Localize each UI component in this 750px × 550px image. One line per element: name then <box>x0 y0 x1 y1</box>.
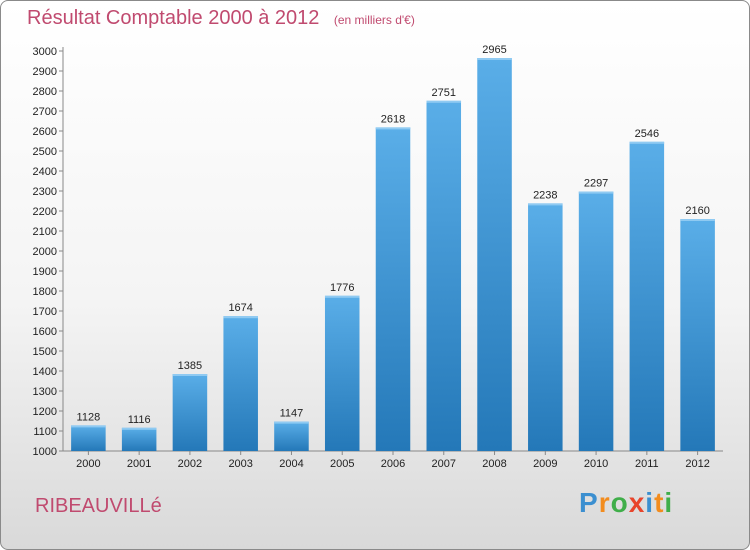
y-tick-label: 1700 <box>33 306 57 318</box>
bar-top-highlight <box>172 374 208 376</box>
value-label-2001: 1116 <box>128 414 151 426</box>
y-tick-label: 1800 <box>33 286 57 298</box>
bar-2007 <box>426 100 462 452</box>
title-block: Résultat Comptable 2000 à 2012 (en milli… <box>27 7 415 30</box>
logo-letter: i <box>664 487 674 518</box>
logo-letter: t <box>654 487 665 518</box>
logo-letter: x <box>628 487 646 518</box>
bar-2000 <box>71 425 106 451</box>
bar-2006 <box>375 127 411 452</box>
bar-2005 <box>324 295 360 451</box>
bars: 1128 1116 1385 1674 1147 1776 2618 2751 2965 2238… <box>71 44 715 452</box>
y-tick-label: 2800 <box>33 86 57 98</box>
bar-2002 <box>172 374 208 451</box>
y-tick-label: 2000 <box>33 246 57 258</box>
x-tick-label-2011: 2011 <box>635 458 659 470</box>
value-label-2000: 1128 <box>77 411 101 423</box>
x-tick-label-2005: 2005 <box>330 458 354 470</box>
y-tick-label: 2900 <box>33 66 57 78</box>
x-tick-label-2004: 2004 <box>279 458 303 470</box>
bar-top-highlight <box>426 100 462 103</box>
y-tick-label: 1400 <box>33 366 57 378</box>
bar-2009 <box>528 203 563 451</box>
x-axis: 2000 2001 2002 2003 2004 2005 2006 2007 2008 2009… <box>63 450 723 470</box>
value-label-2007: 2751 <box>432 87 456 99</box>
x-tick-label-2002: 2002 <box>178 458 202 470</box>
y-tick-label: 1600 <box>33 326 57 338</box>
bar-top-highlight <box>375 127 411 130</box>
x-tick-label-2000: 2000 <box>76 458 100 470</box>
y-tick-label: 2300 <box>33 186 57 198</box>
x-tick-label-2001: 2001 <box>127 458 151 470</box>
bar-top-highlight <box>528 203 563 206</box>
y-tick-label: 2400 <box>33 166 57 178</box>
value-label-2005: 1776 <box>330 282 354 294</box>
y-tick-label: 3000 <box>33 46 57 58</box>
y-tick-label: 2700 <box>33 106 57 118</box>
bar-top-highlight <box>121 427 157 430</box>
y-tick-label: 1900 <box>33 266 57 278</box>
x-tick-label-2003: 2003 <box>228 458 252 470</box>
logo-letter: P <box>579 487 599 518</box>
y-tick-label: 1300 <box>33 386 57 398</box>
bar-top-highlight <box>629 141 665 144</box>
y-tick-label: 2500 <box>33 146 57 158</box>
y-tick-label: 2200 <box>33 206 57 218</box>
y-tick-label: 2100 <box>33 226 57 238</box>
bar-top-highlight <box>71 425 106 428</box>
bar-2012 <box>680 219 715 451</box>
x-tick-label-2007: 2007 <box>432 458 456 470</box>
y-tick-label: 1100 <box>33 426 57 438</box>
bar-top-highlight <box>324 295 360 298</box>
bar-2010 <box>578 191 614 451</box>
bar-top-highlight <box>477 58 512 60</box>
x-tick-label-2010: 2010 <box>584 458 608 470</box>
x-tick-label-2009: 2009 <box>533 458 557 470</box>
value-label-2011: 2546 <box>635 128 659 140</box>
value-label-2002: 1385 <box>178 360 202 372</box>
bar-2008 <box>477 58 512 451</box>
bar-2003 <box>223 316 258 451</box>
bar-top-highlight <box>274 421 309 424</box>
x-tick-label-2008: 2008 <box>482 458 506 470</box>
logo-letter: r <box>598 487 611 518</box>
logo-letter: o <box>610 487 629 518</box>
bar-top-highlight <box>223 316 258 319</box>
bar-2011 <box>629 141 665 452</box>
value-label-2003: 1674 <box>228 302 252 314</box>
y-tick-label: 2600 <box>33 126 57 138</box>
location-label: RIBEAUVILLé <box>35 495 162 517</box>
chart-title: Résultat Comptable 2000 à 2012 <box>27 7 320 29</box>
value-label-2010: 2297 <box>584 178 608 190</box>
value-label-2006: 2618 <box>381 113 405 125</box>
chart-subtitle: (en milliers d'€) <box>333 13 415 27</box>
value-label-2009: 2238 <box>533 189 557 201</box>
value-label-2012: 2160 <box>685 205 709 217</box>
value-label-2004: 1147 <box>280 408 304 420</box>
y-tick-label: 1000 <box>33 446 57 458</box>
y-axis: 1000 1100 1200 1300 1400 1500 1600 1700 1800 1900… <box>33 46 64 458</box>
x-tick-label-2006: 2006 <box>381 458 405 470</box>
y-tick-label: 1500 <box>33 346 57 358</box>
bar-top-highlight <box>578 191 614 194</box>
y-tick-label: 1200 <box>33 406 57 418</box>
value-label-2008: 2965 <box>482 44 506 56</box>
bar-2001 <box>121 427 157 451</box>
logo-letter: i <box>645 487 655 518</box>
bar-top-highlight <box>680 219 715 221</box>
bar-2004 <box>274 421 309 451</box>
proxiti-logo: Proxiti <box>579 487 673 519</box>
x-tick-label-2012: 2012 <box>685 458 709 470</box>
